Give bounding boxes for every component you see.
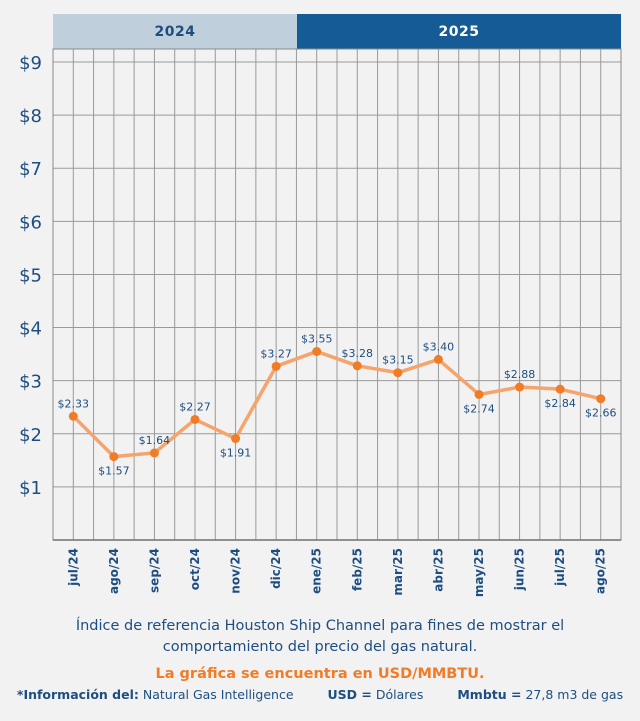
y-tick-label: $8 — [19, 106, 42, 127]
data-point — [555, 384, 565, 394]
data-point — [433, 354, 443, 364]
x-tick-label: jun/25 — [513, 548, 527, 591]
x-tick-label: ago/24 — [107, 548, 121, 594]
data-point — [474, 389, 484, 399]
data-point — [515, 382, 525, 392]
y-tick-label: $2 — [19, 425, 42, 446]
x-tick-label: may/25 — [472, 548, 486, 597]
x-tick-label: jul/24 — [66, 548, 80, 587]
data-label: $1.64 — [139, 434, 171, 447]
data-point — [596, 394, 606, 404]
data-label: $3.28 — [342, 347, 374, 360]
data-point — [312, 346, 322, 356]
data-label: $2.84 — [544, 397, 576, 410]
data-label: $3.15 — [382, 354, 414, 367]
caption-line-2: comportamiento del precio del gas natura… — [162, 639, 478, 655]
x-tick-label: jul/25 — [553, 548, 567, 587]
x-tick-label: sep/24 — [147, 548, 161, 593]
usd-note: USD = Dólares — [327, 687, 424, 702]
data-point — [271, 361, 281, 371]
x-tick-label: abr/25 — [431, 548, 445, 592]
y-tick-label: $1 — [19, 478, 42, 499]
data-label: $3.27 — [260, 347, 292, 360]
data-point — [393, 368, 403, 378]
x-tick-label: dic/24 — [269, 548, 283, 589]
year-header-2024: 2024 — [53, 14, 297, 49]
source-note: *Información del: Natural Gas Intelligen… — [16, 687, 294, 702]
y-tick-label: $6 — [19, 212, 42, 233]
data-label: $2.88 — [504, 368, 536, 381]
footer: *Información del: Natural Gas Intelligen… — [0, 687, 640, 702]
series-line — [72, 349, 602, 459]
data-point — [149, 448, 159, 458]
year-header-2025: 2025 — [297, 14, 621, 49]
data-point — [352, 361, 362, 371]
y-tick-label: $4 — [19, 319, 42, 340]
data-point — [190, 414, 200, 424]
x-tick-label: mar/25 — [391, 548, 405, 596]
x-tick-label: oct/24 — [188, 548, 202, 590]
data-label: $1.91 — [220, 447, 252, 460]
mmbtu-note: Mmbtu = 27,8 m3 de gas — [457, 687, 624, 702]
data-label: $1.57 — [98, 465, 130, 478]
x-tick-label: nov/24 — [229, 548, 243, 594]
x-tick-label: feb/25 — [350, 548, 364, 591]
y-tick-label: $9 — [19, 53, 42, 74]
data-point — [231, 434, 241, 444]
data-label: $2.66 — [585, 407, 617, 420]
x-tick-label: ago/25 — [594, 548, 608, 594]
data-label: $3.40 — [423, 340, 455, 353]
data-label: $2.27 — [179, 400, 211, 413]
y-tick-label: $7 — [19, 159, 42, 180]
caption-line-1: Índice de referencia Houston Ship Channe… — [75, 618, 565, 634]
x-tick-label: ene/25 — [310, 548, 324, 594]
y-tick-label: $5 — [19, 265, 42, 286]
data-label: $2.33 — [58, 397, 90, 410]
units-note: La gráfica se encuentra en USD/MMBTU. — [155, 666, 485, 682]
chart-caption: Índice de referencia Houston Ship Channe… — [0, 616, 640, 658]
data-point — [109, 452, 119, 462]
y-tick-label: $3 — [19, 372, 42, 393]
price-line-chart: $1 $2 $3 $4 $5 $6 $7 $8 $9 $2.33 $1.57 $1.64 $2.27 $1… — [19, 48, 622, 597]
data-label: $3.55 — [301, 332, 333, 345]
data-point — [68, 411, 78, 421]
data-label: $2.74 — [463, 402, 495, 415]
